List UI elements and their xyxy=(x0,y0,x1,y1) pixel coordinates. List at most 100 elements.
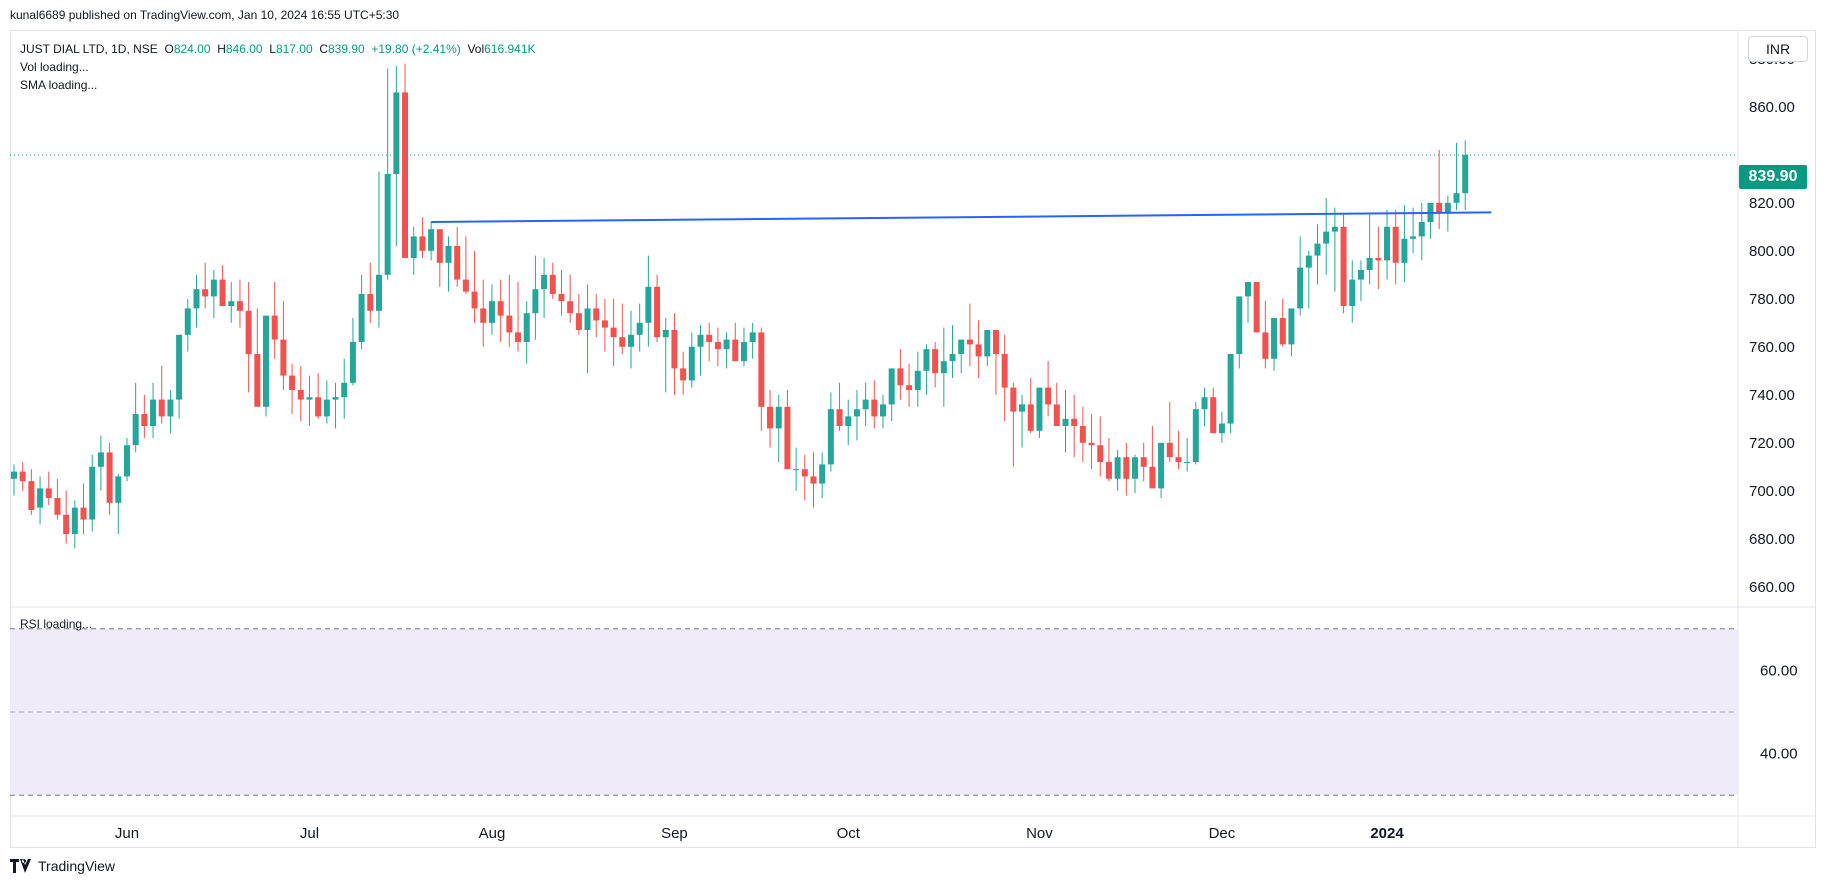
candle-body xyxy=(793,469,800,471)
candle-body xyxy=(289,375,296,390)
candle-body xyxy=(784,406,791,470)
candle-body xyxy=(662,330,669,338)
candle-body xyxy=(541,274,548,290)
sma-indicator-loading[interactable]: SMA loading... xyxy=(20,78,98,92)
candle-body xyxy=(1444,202,1451,213)
price-tick-label: 820.00 xyxy=(1749,195,1795,212)
candle-body xyxy=(1453,193,1460,203)
candle-body xyxy=(549,274,556,294)
candle-body xyxy=(1105,462,1112,479)
vol-indicator-loading[interactable]: Vol loading... xyxy=(20,60,89,74)
candle-body xyxy=(454,246,461,280)
candle-body xyxy=(1036,387,1043,431)
legend-high: 846.00 xyxy=(225,42,263,56)
candle-body xyxy=(671,330,678,369)
candle-body xyxy=(28,481,35,510)
legend-change: +19.80 (+2.41%) xyxy=(371,42,461,56)
candle-body xyxy=(1410,236,1417,239)
candle-body xyxy=(1192,409,1199,462)
candle-body xyxy=(184,308,191,335)
candle-body xyxy=(740,342,747,362)
candle-body xyxy=(436,229,443,263)
candle-body xyxy=(906,385,913,390)
candle-body xyxy=(1071,418,1078,426)
candle-body xyxy=(1366,258,1373,270)
candle-body xyxy=(332,397,339,400)
chart-frame xyxy=(10,30,1816,848)
candle-body xyxy=(462,279,469,292)
candle-body xyxy=(515,332,522,342)
candle-body xyxy=(758,332,765,407)
candle-body xyxy=(1227,354,1234,424)
legend-high-label: H xyxy=(217,42,226,56)
candle-body xyxy=(888,368,895,405)
candle-body xyxy=(1236,296,1243,354)
candle-body xyxy=(123,445,130,477)
footer-brand-name: TradingView xyxy=(38,858,116,874)
candle-body xyxy=(471,291,478,309)
candle-body xyxy=(1045,387,1052,405)
legend-vol-label: Vol xyxy=(467,42,485,56)
candle-body xyxy=(480,308,487,323)
candle-body xyxy=(236,301,243,311)
time-tick-label: Sep xyxy=(661,825,688,842)
candle-body xyxy=(19,471,26,482)
legend-open-label: O xyxy=(164,42,174,56)
candle-body xyxy=(306,397,313,400)
candle-body xyxy=(940,361,947,374)
candle-body xyxy=(419,236,426,251)
candle-body xyxy=(645,286,652,323)
candle-body xyxy=(158,399,165,417)
currency-selector[interactable]: INR xyxy=(1748,36,1808,62)
candle-body xyxy=(827,409,834,465)
candle-body xyxy=(375,274,382,311)
legend-vol: 616.941K xyxy=(484,42,536,56)
candle-body xyxy=(532,289,539,314)
candle-body xyxy=(150,399,157,426)
candle-body xyxy=(880,404,886,417)
candle-body xyxy=(1140,457,1147,467)
legend-low-label: L xyxy=(269,42,276,56)
candle-body xyxy=(176,334,183,400)
candle-body xyxy=(966,339,973,345)
legend-low: 817.00 xyxy=(275,42,313,56)
candle-body xyxy=(706,334,713,342)
legend-symbol: JUST DIAL LTD, 1D, NSE xyxy=(20,42,158,56)
candle-body xyxy=(749,332,756,342)
candle-body xyxy=(819,464,826,484)
candle-body xyxy=(349,342,356,383)
candle-body xyxy=(193,289,200,309)
candle-body xyxy=(1201,397,1208,410)
candle-body xyxy=(89,466,96,520)
candle-body xyxy=(1166,442,1173,458)
candle-body xyxy=(619,337,626,347)
time-tick-label: Jun xyxy=(115,825,139,842)
candle-body xyxy=(1262,332,1269,359)
candle-body xyxy=(636,322,643,335)
candle-body xyxy=(575,313,582,330)
candle-body xyxy=(263,315,270,407)
footer-brand[interactable]: TradingView xyxy=(10,858,115,874)
candle-body xyxy=(958,339,965,354)
price-tick-label: 760.00 xyxy=(1749,339,1795,356)
time-tick-label: Nov xyxy=(1026,825,1053,842)
candle-body xyxy=(1357,270,1364,280)
candle-body xyxy=(271,315,278,340)
candle-body xyxy=(1210,397,1217,434)
candle-body xyxy=(558,294,565,302)
time-tick-label: 2024 xyxy=(1370,825,1404,842)
price-tick-label: 720.00 xyxy=(1749,435,1795,452)
candle-body xyxy=(1392,226,1399,263)
candle-body xyxy=(341,382,348,398)
legend-ohlc: JUST DIAL LTD, 1D, NSE O824.00 H846.00 L… xyxy=(20,40,536,58)
rsi-indicator-loading[interactable]: RSI loading... xyxy=(20,617,93,631)
tradingview-logo-icon xyxy=(10,859,32,873)
candle-body xyxy=(897,368,904,386)
candle-body xyxy=(584,308,591,330)
candle-body xyxy=(488,301,495,323)
candle-body xyxy=(1279,318,1286,345)
candle-body xyxy=(384,174,391,275)
candle-body xyxy=(80,507,87,520)
candle-body xyxy=(1375,258,1382,261)
